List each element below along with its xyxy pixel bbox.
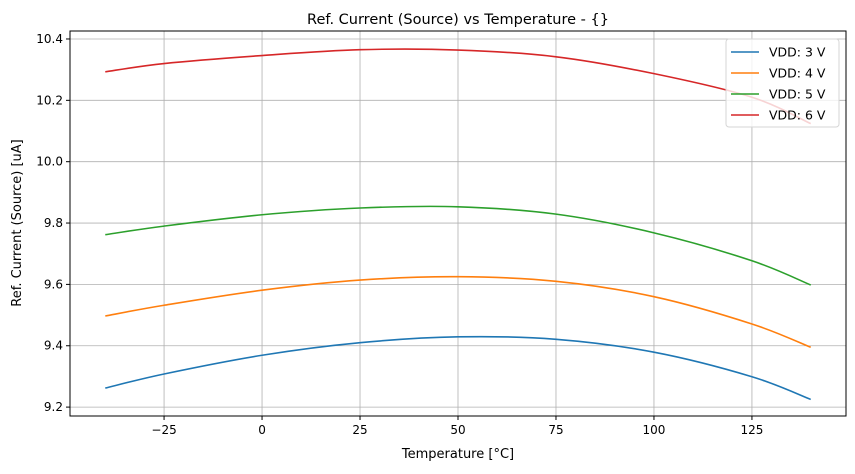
y-tick-label: 9.4 <box>44 339 63 353</box>
y-axis-label: Ref. Current (Source) [uA] <box>10 139 25 307</box>
y-tick-label: 10.4 <box>36 32 63 46</box>
x-tick-label: 0 <box>258 423 266 437</box>
legend-label: VDD: 5 V <box>769 87 826 102</box>
series-line-4 <box>105 48 812 125</box>
legend-label: VDD: 6 V <box>769 108 826 123</box>
x-tick-label: 125 <box>740 423 763 437</box>
y-tick-label: 9.6 <box>44 277 63 291</box>
x-tick-label: −25 <box>151 423 176 437</box>
x-tick-label: 75 <box>548 423 563 437</box>
y-tick-label: 9.8 <box>44 216 63 230</box>
legend-label: VDD: 4 V <box>769 66 826 81</box>
legend-label: VDD: 3 V <box>769 45 826 60</box>
x-tick-label: 50 <box>450 423 465 437</box>
series-lines <box>105 48 812 401</box>
legend-box <box>725 38 840 128</box>
x-tick-label: 100 <box>643 423 666 437</box>
y-axis: 9.2 9.4 9.6 9.8 10.0 10.2 10.4 <box>36 32 70 414</box>
x-tick-label: 25 <box>352 423 367 437</box>
y-tick-label: 10.0 <box>36 155 63 169</box>
legend: VDD: 3 V VDD: 4 V VDD: 5 V VDD: 6 V <box>725 38 840 128</box>
x-axis: −25 0 25 50 75 100 125 <box>151 416 763 437</box>
y-tick-label: 9.2 <box>44 400 63 414</box>
x-axis-label: Temperature [°C] <box>401 447 514 462</box>
series-line-1 <box>105 335 812 401</box>
y-tick-label: 10.2 <box>36 93 63 107</box>
series-line-2 <box>105 275 812 349</box>
chart-title: Ref. Current (Source) vs Temperature - {… <box>307 12 609 28</box>
series-line-3 <box>105 205 812 286</box>
grid <box>70 31 846 416</box>
